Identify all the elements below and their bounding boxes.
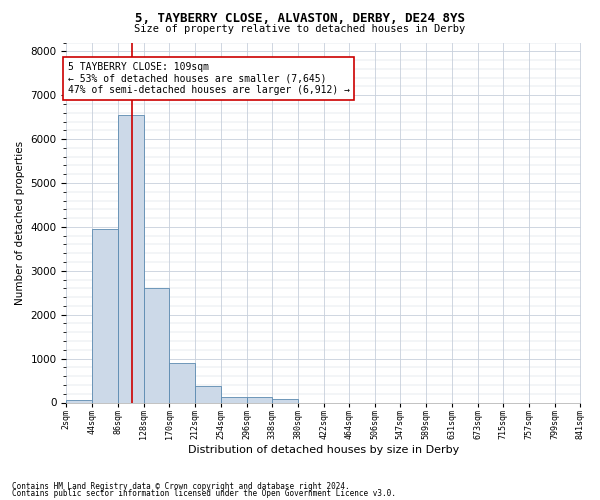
Text: Size of property relative to detached houses in Derby: Size of property relative to detached ho… [134,24,466,34]
Bar [92,229,118,402]
Text: 5, TAYBERRY CLOSE, ALVASTON, DERBY, DE24 8YS: 5, TAYBERRY CLOSE, ALVASTON, DERBY, DE24… [135,12,465,26]
Bar [169,363,195,403]
Bar [247,397,272,402]
Text: 5 TAYBERRY CLOSE: 109sqm
← 53% of detached houses are smaller (7,645)
47% of sem: 5 TAYBERRY CLOSE: 109sqm ← 53% of detach… [68,62,350,96]
Bar [272,400,298,402]
Bar [195,386,221,402]
Bar [221,397,247,402]
Bar [143,288,169,403]
Y-axis label: Number of detached properties: Number of detached properties [15,140,25,304]
Bar [118,115,143,403]
Bar [67,400,92,402]
X-axis label: Distribution of detached houses by size in Derby: Distribution of detached houses by size … [188,445,459,455]
Text: Contains public sector information licensed under the Open Government Licence v3: Contains public sector information licen… [12,490,396,498]
Text: Contains HM Land Registry data © Crown copyright and database right 2024.: Contains HM Land Registry data © Crown c… [12,482,350,491]
